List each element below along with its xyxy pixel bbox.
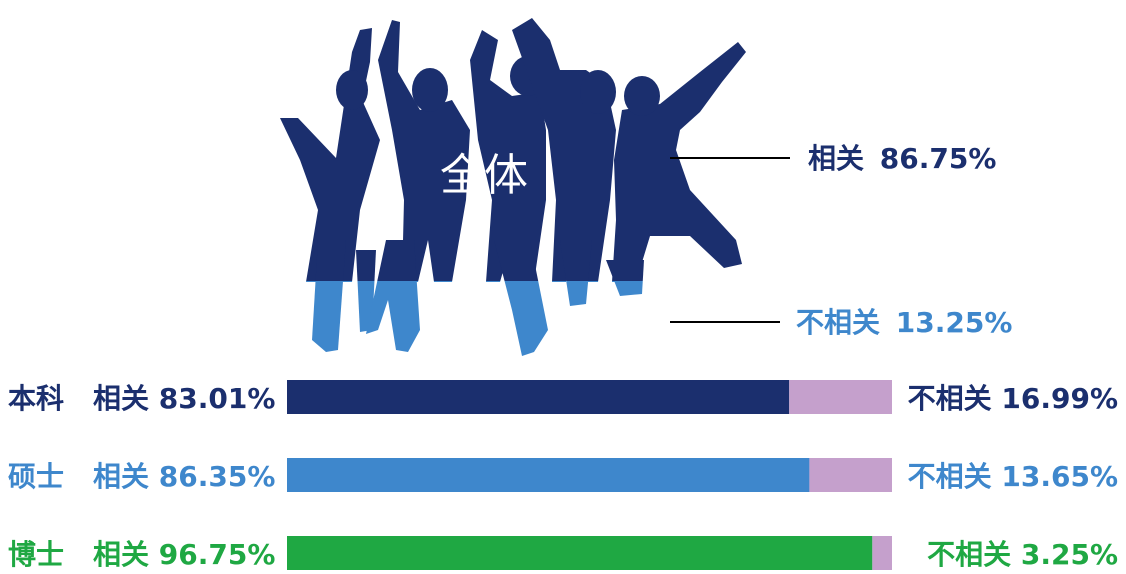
overall-unrelated-value: 13.25% — [896, 306, 1013, 339]
overall-related-value: 86.75% — [880, 142, 997, 175]
category-label-master: 硕士 — [8, 460, 64, 493]
overall-unrelated-label: 不相关 — [796, 306, 880, 339]
unrelated-bar-bachelor — [789, 380, 892, 414]
category-label-phd: 博士 — [8, 538, 64, 571]
overall-unrelated-annotation: 不相关 13.25% — [796, 306, 1012, 339]
unrelated-text-master: 不相关 13.65% — [908, 460, 1118, 493]
degree-bars: 本科 相关 83.01% 不相关 16.99% 硕士 相关 86.35% 不相关 13.6… — [7, 380, 1120, 573]
unrelated-bar-master — [809, 458, 892, 492]
related-text-master: 相关 86.35% — [93, 460, 275, 493]
related-bar-bachelor — [287, 380, 790, 414]
related-text-phd: 相关 96.75% — [93, 538, 275, 571]
related-bar-master — [287, 458, 810, 492]
related-bar-phd — [287, 536, 873, 570]
related-text-bachelor: 相关 83.01% — [93, 382, 275, 415]
unrelated-text-phd: 不相关 3.25% — [927, 538, 1118, 571]
overall-related-annotation: 相关 86.75% — [808, 142, 996, 175]
unrelated-bar-phd — [872, 536, 892, 570]
overall-label: 全体 — [440, 150, 528, 201]
category-label-bachelor: 本科 — [8, 382, 64, 415]
unrelated-text-bachelor: 不相关 16.99% — [908, 382, 1118, 415]
overall-related-label: 相关 — [808, 142, 864, 175]
